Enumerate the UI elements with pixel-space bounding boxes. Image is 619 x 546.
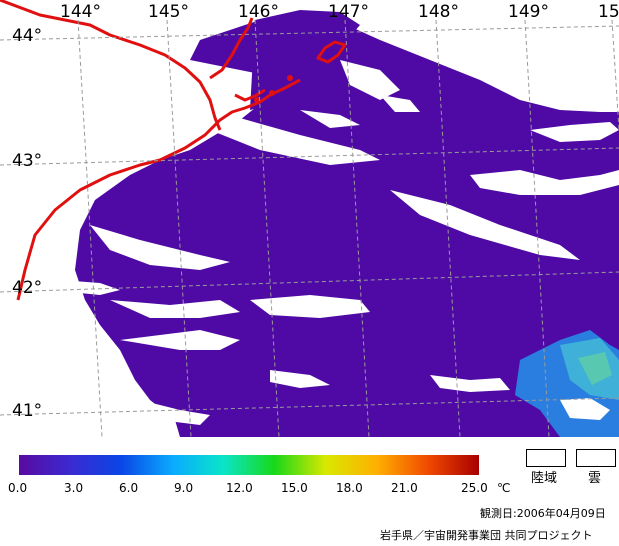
land-legend-label: 陸域 — [531, 471, 558, 486]
temperature-color-bar — [19, 455, 479, 475]
colorbar-tick-6: 6.0 — [119, 481, 139, 495]
sea-surface-temperature-map — [0, 0, 619, 437]
cloud-patches — [60, 60, 619, 425]
colorbar-tick-18: 18.0 — [336, 481, 363, 495]
island-dots — [254, 75, 293, 103]
longitude-label-150: 15 — [598, 2, 619, 22]
cloud-legend-swatch — [576, 449, 616, 467]
longitude-label-145: 145° — [148, 2, 189, 22]
colorbar-tick-15: 15.0 — [281, 481, 308, 495]
latitude-label-44: 44° — [12, 26, 43, 46]
observation-date: 観測日:2006年04月09日 — [480, 507, 606, 520]
longitude-label-146: 146° — [238, 2, 279, 22]
latitude-label-42: 42° — [12, 278, 43, 298]
colorbar-tick-12: 12.0 — [226, 481, 253, 495]
colorbar-tick-25: 25.0 — [461, 481, 488, 495]
colorbar-unit: ℃ — [497, 481, 511, 495]
longitude-label-149: 149° — [508, 2, 549, 22]
colorbar-tick-9: 9.0 — [174, 481, 194, 495]
cloud-legend-label: 雲 — [588, 471, 602, 486]
colorbar-tick-21: 21.0 — [391, 481, 418, 495]
latitude-label-43: 43° — [12, 151, 43, 171]
land-legend-swatch — [526, 449, 566, 467]
graticule — [0, 19, 619, 437]
colorbar-tick-0: 0.0 — [8, 481, 28, 495]
longitude-label-148: 148° — [418, 2, 459, 22]
project-credit: 岩手県／宇宙開発事業団 共同プロジェクト — [380, 529, 593, 542]
sea-area — [75, 10, 619, 437]
colorbar-tick-3: 3.0 — [64, 481, 84, 495]
coastline — [0, 0, 347, 301]
longitude-label-147: 147° — [328, 2, 369, 22]
latitude-label-41: 41° — [12, 401, 43, 421]
longitude-label-144: 144° — [60, 2, 101, 22]
